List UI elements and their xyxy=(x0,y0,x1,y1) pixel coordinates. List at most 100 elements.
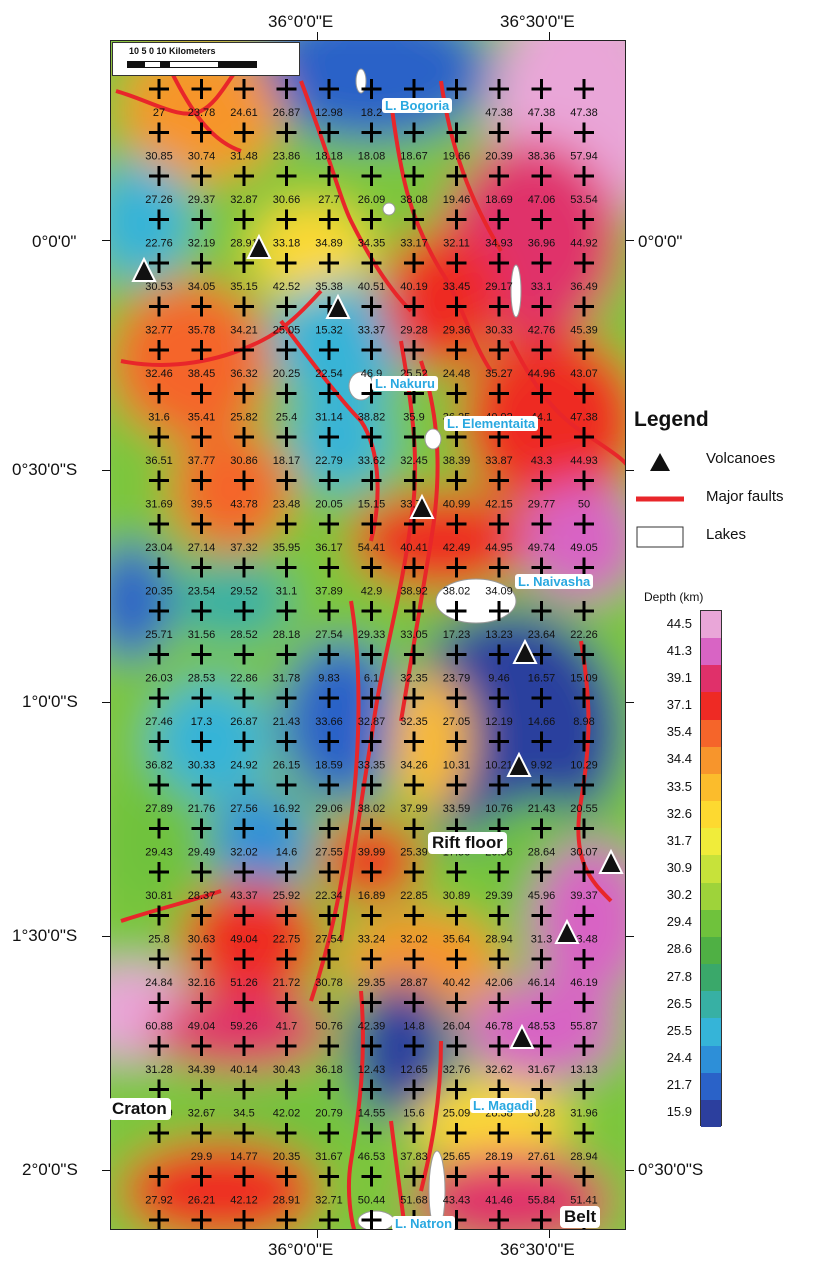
fault-line-icon xyxy=(636,496,684,502)
lake-label-bogoria: L. Bogoria xyxy=(382,98,453,113)
volcano-marker xyxy=(246,233,272,259)
depth-value: 32.11 xyxy=(443,238,470,250)
depth-value: 27.7 xyxy=(318,194,339,206)
depth-value: 43.3 xyxy=(531,455,552,467)
depth-value: 8.98 xyxy=(573,716,594,728)
depth-value: 40.99 xyxy=(443,499,471,511)
depth-value: 32.35 xyxy=(400,673,428,685)
depth-value: 25.39 xyxy=(400,847,428,859)
axis-tick xyxy=(626,470,634,471)
depth-value: 47.38 xyxy=(570,412,598,424)
depth-value: 49.04 xyxy=(230,934,258,946)
colorbar-label: 30.9 xyxy=(666,860,692,875)
depth-value: 25.92 xyxy=(273,890,301,902)
depth-value: 21.43 xyxy=(273,716,301,728)
depth-value: 39.37 xyxy=(570,890,598,902)
top-lon-label-2: 36°30'0"E xyxy=(500,12,575,31)
depth-value: 23.54 xyxy=(188,586,216,598)
region-label-craton: Craton xyxy=(108,1098,171,1120)
depth-value: 18.17 xyxy=(273,455,301,467)
colorbar xyxy=(700,610,722,1127)
legend-label-lakes: Lakes xyxy=(706,526,747,543)
depth-value: 9.92 xyxy=(531,760,552,772)
depth-value: 54.41 xyxy=(358,542,386,554)
volcano-marker xyxy=(598,848,624,874)
depth-value: 32.87 xyxy=(230,194,258,206)
colorbar-label: 35.4 xyxy=(666,724,692,740)
depth-value: 25.65 xyxy=(443,1151,471,1163)
depth-value: 29.52 xyxy=(230,586,258,598)
axis-tick xyxy=(626,702,634,703)
depth-value: 49.04 xyxy=(188,1021,216,1033)
region-label-rift-floor: Rift floor xyxy=(428,832,507,854)
colorbar-swatch xyxy=(701,611,721,639)
depth-value: 32.45 xyxy=(400,455,428,467)
scale-bar: 10 5 0 10 Kilometers xyxy=(112,42,300,76)
depth-value: 42.39 xyxy=(358,1021,386,1033)
depth-value: 26.87 xyxy=(230,716,258,728)
depth-value: 34.35 xyxy=(358,238,386,250)
depth-value: 12.65 xyxy=(400,1064,428,1076)
colorbar-swatch xyxy=(701,692,721,720)
depth-value: 31.67 xyxy=(315,1151,343,1163)
colorbar-swatch xyxy=(701,746,721,774)
depth-value: 18.67 xyxy=(400,151,428,163)
depth-value: 17.23 xyxy=(443,629,471,641)
depth-value: 27.54 xyxy=(315,934,343,946)
colorbar-swatch xyxy=(701,909,721,937)
depth-value: 26.21 xyxy=(188,1195,216,1207)
depth-value: 28.53 xyxy=(188,673,216,685)
major-faults xyxy=(115,59,625,1229)
depth-value: 14.77 xyxy=(230,1151,258,1163)
depth-value: 30.81 xyxy=(145,890,173,902)
depth-value: 20.25 xyxy=(273,368,301,380)
depth-value: 30.78 xyxy=(315,977,343,989)
lake-box-icon xyxy=(636,526,684,548)
legend-label-faults: Major faults xyxy=(706,488,784,505)
depth-map: 27 23.78 24.61 26.87 12.98 18.2 47.38 47.38 47.3… xyxy=(111,41,625,1229)
depth-value: 39.99 xyxy=(358,847,386,859)
depth-value: 44.93 xyxy=(570,455,598,467)
depth-value: 22.75 xyxy=(273,934,301,946)
depth-value: 32.67 xyxy=(188,1108,216,1120)
depth-value: 39.5 xyxy=(191,499,212,511)
depth-value: 33.24 xyxy=(358,934,386,946)
region-label-belt: Belt xyxy=(560,1206,601,1228)
left-lat-label-2: 0°30'0"S xyxy=(12,460,78,479)
depth-value: 36.82 xyxy=(145,760,173,772)
depth-value: 15.32 xyxy=(315,325,343,337)
scale-segment xyxy=(219,61,257,68)
depth-value: 20.55 xyxy=(570,803,598,815)
colorbar-swatch xyxy=(701,882,721,910)
depth-value: 29.43 xyxy=(145,847,173,859)
depth-value: 47.38 xyxy=(570,107,598,119)
depth-value: 34.89 xyxy=(315,238,343,250)
depth-value: 16.57 xyxy=(528,673,556,685)
depth-value: 26.04 xyxy=(443,1021,471,1033)
depth-value: 33.37 xyxy=(358,325,386,337)
colorbar-label: 25.5 xyxy=(666,1022,692,1038)
depth-value: 32.77 xyxy=(145,325,173,337)
depth-value: 33.18 xyxy=(273,238,301,250)
depth-value: 27.46 xyxy=(145,716,173,728)
depth-value: 18.18 xyxy=(315,151,343,163)
depth-value: 35.41 xyxy=(188,412,216,424)
colorbar-swatch xyxy=(701,665,721,693)
scale-segment xyxy=(144,61,161,68)
depth-value: 28.94 xyxy=(570,1151,598,1163)
colorbar-swatch xyxy=(701,719,721,747)
depth-value: 46.14 xyxy=(528,977,556,989)
depth-value: 24.84 xyxy=(145,977,173,989)
depth-value: 35.27 xyxy=(485,368,513,380)
depth-value: 44.95 xyxy=(485,542,513,554)
depth-value: 34.05 xyxy=(188,281,216,293)
depth-value: 32.35 xyxy=(400,716,428,728)
depth-value: 45.96 xyxy=(528,890,556,902)
depth-value: 30.63 xyxy=(188,934,216,946)
colorbar-swatch xyxy=(701,801,721,829)
colorbar-swatch xyxy=(701,1072,721,1100)
depth-value: 23.48 xyxy=(273,499,301,511)
depth-value: 47.06 xyxy=(528,194,556,206)
volcano-marker xyxy=(131,256,157,282)
depth-value: 49.05 xyxy=(570,542,598,554)
